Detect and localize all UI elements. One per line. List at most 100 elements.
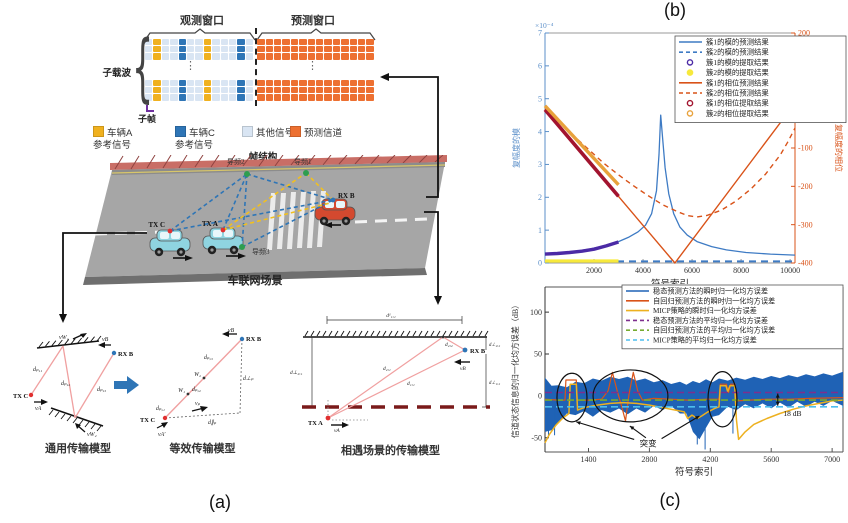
grid-cell <box>341 94 349 101</box>
grid-cell <box>145 53 153 60</box>
grid-cell <box>170 39 178 46</box>
grid-cell <box>257 94 265 101</box>
svg-text:-50: -50 <box>531 433 542 442</box>
grid-cell <box>153 53 161 60</box>
rxb-label: RX B <box>338 192 355 200</box>
grid-cell <box>203 39 212 46</box>
e-dperp-label: d⊥ₚ <box>243 375 254 382</box>
grid-cell <box>282 87 290 94</box>
grid-cell <box>170 80 178 87</box>
grid-cell <box>220 53 228 60</box>
grid-cell <box>187 94 195 101</box>
svg-text:7: 7 <box>538 29 542 38</box>
grid-cell <box>282 46 290 53</box>
svg-text:0: 0 <box>538 259 542 268</box>
grid-cell <box>145 87 153 94</box>
grid-cell <box>220 94 228 101</box>
grid-cell <box>195 94 203 101</box>
grid-cell <box>316 46 324 53</box>
pilot1-label: 导频1 <box>294 157 312 166</box>
grid-cell <box>307 94 315 101</box>
legend-label: 车辆A <box>107 128 133 139</box>
grid-cell <box>245 46 254 53</box>
g-d3-label: dₚ,₃ <box>97 387 106 393</box>
frame-structure-label: 帧结构 <box>248 152 278 163</box>
velocity-arrows <box>173 222 341 261</box>
grid-cell <box>187 46 195 53</box>
svg-text:-400: -400 <box>798 259 813 268</box>
resource-grid <box>145 39 377 103</box>
svg-text:×10⁻⁴: ×10⁻⁴ <box>535 21 554 30</box>
grid-cell <box>229 53 237 60</box>
n-rxb-label: RX B <box>470 348 486 355</box>
grid-cell <box>341 87 349 94</box>
legend-sublabel: 参考信号 <box>93 140 132 151</box>
grid-cell <box>229 46 237 53</box>
encounter-model-diagram: d¹₁,₁ d⊥₂,₁ d₂,₁ d₁,₁ d₂,₂ d⊥₂,₂ d⊥₁,₂ v… <box>290 313 500 434</box>
legend-item: 车辆A 参考信号 <box>93 126 132 152</box>
grid-cell <box>178 53 186 60</box>
grid-cell <box>187 80 195 87</box>
grid-cell <box>332 39 341 46</box>
svg-text:200: 200 <box>798 29 810 38</box>
grid-cell <box>358 94 366 101</box>
grid-cell <box>324 87 332 94</box>
car <box>202 227 244 255</box>
grid-cell <box>145 39 153 46</box>
grid-cell <box>161 46 170 53</box>
grid-cell <box>282 53 290 60</box>
grid-cell <box>257 80 265 87</box>
grid-cell <box>358 80 366 87</box>
grid-cell <box>332 53 341 60</box>
equivalent-model-caption: 等效传输模型 <box>169 443 236 455</box>
grid-cell <box>299 46 307 53</box>
g-txc-label: TX C <box>13 393 28 400</box>
svg-text:4: 4 <box>538 127 542 136</box>
grid-cell <box>229 39 237 46</box>
svg-text:簇2的相位提取结果: 簇2的相位提取结果 <box>706 109 769 118</box>
grid-cell <box>316 94 324 101</box>
grid-cell <box>170 87 178 94</box>
grid-cell <box>324 80 332 87</box>
grid-cell <box>212 87 220 94</box>
svg-text:自回归预测方法的平均归一化均方误差: 自回归预测方法的平均归一化均方误差 <box>653 326 775 335</box>
e-txc-label: TX C <box>140 417 155 424</box>
svg-text:6000: 6000 <box>684 266 700 275</box>
grid-cell <box>178 39 186 46</box>
grid-cell <box>316 53 324 60</box>
pilot-dots <box>167 170 336 250</box>
n-vb-label: vB <box>460 366 466 372</box>
svg-text:3: 3 <box>538 160 542 169</box>
grid-cell <box>161 87 170 94</box>
grid-cell <box>161 53 170 60</box>
legend-item: 车辆C 参考信号 <box>175 126 215 152</box>
legend-swatch <box>175 126 186 137</box>
grid-cell <box>237 46 245 53</box>
grid-cell <box>187 87 195 94</box>
grid-cell <box>332 46 341 53</box>
grid-cell <box>212 46 220 53</box>
grid-cell <box>245 53 254 60</box>
grid-ellipsis-obs: ⋮ <box>185 60 196 72</box>
g-d1-label: dₚ,₁ <box>33 367 42 373</box>
grid-cell <box>203 94 212 101</box>
svg-text:2: 2 <box>538 193 542 202</box>
svg-text:-100: -100 <box>798 144 813 153</box>
amplitude-phase-chart: 2000 4000 6000 8000 10000 0 1 2 3 4 5 6 7 -400 -300 -20… <box>511 21 847 284</box>
grid-cell <box>153 87 161 94</box>
grid-cell <box>274 53 282 60</box>
frame-structure-diagram: 观测窗口 预测窗口 ⋮ ⋮ 子载波 { 子帧 车辆A 参考信号 车辆C 参考信号 其他信… <box>85 8 457 170</box>
grid-cell <box>220 87 228 94</box>
grid-cell <box>187 39 195 46</box>
subframe-marker <box>146 105 154 112</box>
grid-cell <box>341 46 349 53</box>
grid-cell <box>153 39 161 46</box>
svg-text:5: 5 <box>538 94 542 103</box>
grid-cell <box>282 39 290 46</box>
grid-cell <box>203 53 212 60</box>
grid-cell <box>178 80 186 87</box>
e-rxb-label: RX B <box>246 336 262 343</box>
n-d11-label: d₁,₁ <box>407 381 415 387</box>
grid-cell <box>358 53 366 60</box>
grid-cell <box>245 87 254 94</box>
